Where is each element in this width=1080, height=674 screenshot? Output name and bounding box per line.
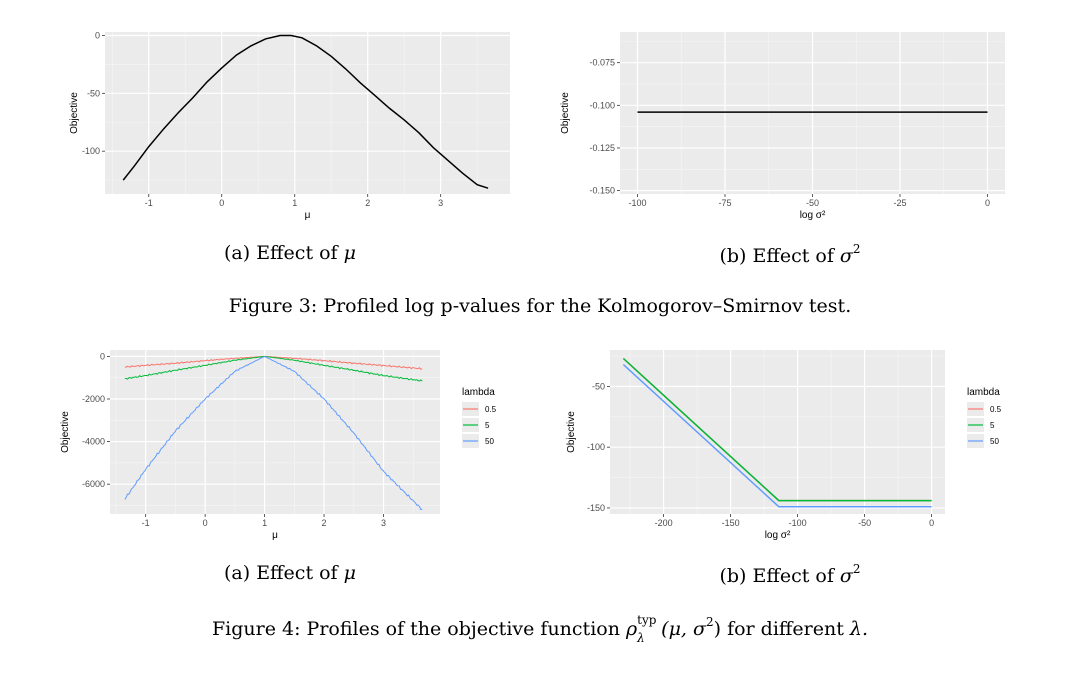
x-tick-label: -150 — [722, 518, 740, 528]
y-tick-label: -50 — [592, 381, 605, 391]
plot-background — [610, 350, 945, 514]
x-tick-label: 0 — [219, 198, 224, 208]
x-tick-label: -100 — [789, 518, 807, 528]
x-axis-label: μ — [305, 210, 311, 221]
figure-caption-text: Profiled log p-values for the Kolmogorov… — [323, 295, 852, 317]
figure3-panel-a: -1 0 1 2 3 0 -50 -100 μ Objective — [60, 22, 520, 232]
legend-label: 0.5 — [990, 405, 1002, 414]
figure4-subcaption-b: (b) Effect of σ2 — [610, 562, 970, 587]
x-tick-label: 2 — [365, 198, 370, 208]
figure4-caption: Figure 4: Profiles of the objective func… — [0, 613, 1080, 645]
y-tick-label: -0.125 — [589, 143, 615, 153]
series-line-50 — [622, 364, 932, 508]
subcaption-symbol: σ — [839, 245, 853, 267]
y-tick-label: -150 — [587, 503, 605, 513]
subcaption-superscript: 2 — [852, 562, 861, 576]
subcaption-label: (a) Effect of — [224, 562, 338, 584]
x-tick-label: -50 — [806, 198, 819, 208]
figure3-subcaption-a: (a) Effect of μ — [110, 242, 470, 264]
caption-arguments: (μ, σ — [661, 618, 706, 640]
subcaption-label: (b) Effect of — [719, 565, 834, 587]
caption-rho-superscript: typ — [637, 613, 657, 627]
y-tick-label: -0.150 — [589, 186, 615, 196]
figure-caption-text: Profiles of the objective function — [306, 618, 620, 640]
legend-title: lambda — [462, 387, 495, 398]
x-tick-label: 0 — [929, 518, 934, 528]
x-tick-label: 1 — [292, 198, 297, 208]
x-tick-label: -25 — [893, 198, 906, 208]
x-axis-label: log σ² — [800, 210, 826, 221]
y-tick-label: -0.100 — [589, 100, 615, 110]
legend-label: 50 — [990, 437, 999, 446]
y-tick-label: -2000 — [82, 394, 105, 404]
x-tick-label: -50 — [858, 518, 871, 528]
caption-rho-subscript: λ — [637, 631, 645, 645]
series-line-5 — [622, 357, 932, 502]
caption-lambda-symbol: λ. — [849, 618, 868, 640]
x-axis-label: log σ² — [765, 530, 791, 541]
x-tick-label: -1 — [145, 198, 153, 208]
legend-label: 50 — [485, 437, 494, 446]
series-line-5 — [124, 356, 423, 382]
x-tick-label: 0 — [203, 518, 208, 528]
y-tick-label: 0 — [95, 30, 100, 40]
chart-effect-of-sigma2-fig3: -100 -75 -50 -25 0 -0.075 -0.100 -0.125 -0.150 lo… — [560, 32, 1005, 221]
x-tick-label: -1 — [142, 518, 150, 528]
subcaption-symbol: σ — [839, 565, 853, 587]
y-axis-label: Objective — [69, 92, 80, 134]
legend: lambda 0.5 5 50 — [967, 387, 1002, 448]
caption-rho-symbol: ρ — [626, 618, 638, 640]
subcaption-label: (b) Effect of — [719, 245, 834, 267]
chart-effect-of-mu-fig4: -1 0 1 2 3 0 -2000 -4000 -6000 μ Objective lambda 0.… — [60, 350, 497, 541]
y-axis-label: Objective — [566, 411, 577, 453]
figure4-panel-b: -200 -150 -100 -50 0 -50 -100 -150 log σ² Objecti… — [560, 340, 1030, 550]
series-line-50 — [124, 356, 423, 511]
y-tick-label: -100 — [587, 442, 605, 452]
chart-effect-of-sigma2-fig4: -200 -150 -100 -50 0 -50 -100 -150 log σ² Objecti… — [566, 350, 1002, 541]
x-tick-label: 2 — [322, 518, 327, 528]
figure4-subcaption-a: (a) Effect of μ — [110, 562, 470, 584]
figure-number: Figure 3: — [228, 295, 318, 317]
figure-number: Figure 4: — [211, 618, 301, 640]
y-tick-label: -50 — [87, 88, 100, 98]
legend-title: lambda — [967, 387, 1000, 398]
x-tick-label: 0 — [985, 198, 990, 208]
x-tick-label: 3 — [381, 518, 386, 528]
subcaption-symbol: μ — [343, 562, 356, 584]
series-line-0.5 — [124, 355, 423, 370]
y-tick-label: 0 — [100, 351, 105, 361]
legend-label: 5 — [990, 421, 995, 430]
x-axis-label: μ — [272, 530, 278, 541]
figure3-subcaption-b: (b) Effect of σ2 — [610, 242, 970, 267]
x-tick-label: 1 — [262, 518, 267, 528]
x-tick-label: 3 — [438, 198, 443, 208]
figure3-caption: Figure 3: Profiled log p-values for the … — [0, 295, 1080, 317]
y-tick-label: -100 — [82, 146, 100, 156]
legend: lambda 0.5 5 50 — [462, 387, 497, 448]
y-tick-label: -0.075 — [589, 58, 615, 68]
subcaption-superscript: 2 — [852, 242, 861, 256]
y-tick-label: -4000 — [82, 437, 105, 447]
x-tick-label: -200 — [655, 518, 673, 528]
caption-arguments-superscript: 2 — [705, 615, 714, 629]
figure3-panel-b: -100 -75 -50 -25 0 -0.075 -0.100 -0.125 -0.150 lo… — [560, 22, 1020, 232]
series-line-series-0 — [122, 34, 489, 189]
legend-label: 5 — [485, 421, 490, 430]
legend-label: 0.5 — [485, 405, 497, 414]
x-tick-label: -75 — [718, 198, 731, 208]
plot-background — [110, 350, 440, 514]
subcaption-symbol: μ — [343, 242, 356, 264]
y-axis-label: Objective — [60, 411, 71, 453]
x-tick-label: -100 — [628, 198, 646, 208]
plot-background — [105, 32, 510, 194]
subcaption-label: (a) Effect of — [224, 242, 338, 264]
caption-text-after: ) for different — [713, 618, 844, 640]
y-axis-label: Objective — [560, 92, 571, 134]
chart-effect-of-mu-fig3: -1 0 1 2 3 0 -50 -100 μ Objective — [69, 30, 510, 221]
y-tick-label: -6000 — [82, 479, 105, 489]
figure4-panel-a: -1 0 1 2 3 0 -2000 -4000 -6000 μ Objective lambda 0.… — [60, 340, 520, 550]
